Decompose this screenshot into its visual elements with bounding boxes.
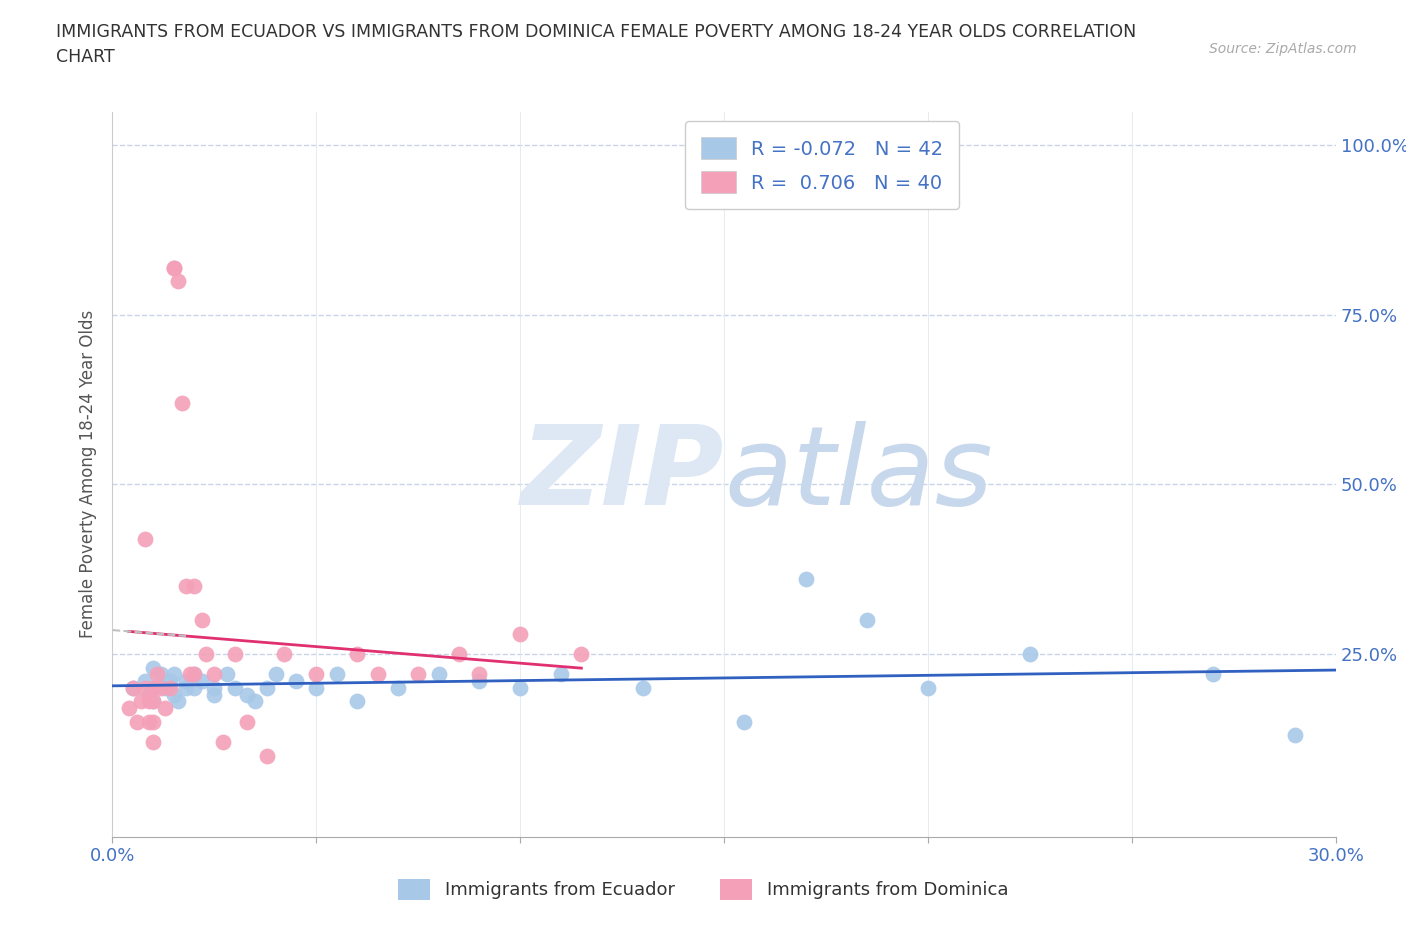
Point [273,646,295,661]
Point [166,273,188,288]
Point [468,673,491,688]
Point [142,660,165,675]
Text: IMMIGRANTS FROM ECUADOR VS IMMIGRANTS FROM DOMINICA FEMALE POVERTY AMONG 18-24 Y: IMMIGRANTS FROM ECUADOR VS IMMIGRANTS FR… [56,23,1136,66]
Point [468,667,491,682]
Point [122,681,145,696]
Point [170,395,193,410]
Point [734,714,756,729]
Point [204,687,226,702]
Point [326,667,349,682]
Text: Source: ZipAtlas.com: Source: ZipAtlas.com [1209,42,1357,56]
Point [155,681,177,696]
Point [447,646,470,661]
Point [1284,728,1306,743]
Point [163,260,186,275]
Point [174,673,197,688]
Point [794,572,817,587]
Point [142,735,165,750]
Point [138,687,160,702]
Point [174,681,197,696]
Point [215,667,238,682]
Point [163,667,186,682]
Point [163,260,186,275]
Point [138,694,160,709]
Point [142,681,165,696]
Point [191,673,214,688]
Point [195,646,218,661]
Point [179,667,201,682]
Point [855,613,877,628]
Point [142,694,165,709]
Point [142,714,165,729]
Legend: R = -0.072   N = 42, R =  0.706   N = 40: R = -0.072 N = 42, R = 0.706 N = 40 [685,121,959,209]
Point [183,578,205,593]
Point [150,667,173,682]
Point [264,667,287,682]
Legend: Immigrants from Ecuador, Immigrants from Dominica: Immigrants from Ecuador, Immigrants from… [391,871,1015,907]
Point [427,667,450,682]
Point [118,700,141,715]
Text: atlas: atlas [724,420,993,528]
Text: ZIP: ZIP [520,420,724,528]
Point [284,673,308,688]
Point [917,681,939,696]
Point [387,681,409,696]
Point [408,667,430,682]
Point [1018,646,1040,661]
Point [346,646,368,661]
Point [571,646,593,661]
Point [125,714,148,729]
Point [366,667,388,682]
Point [211,735,233,750]
Point [204,681,226,696]
Point [142,681,165,696]
Point [166,694,188,709]
Point [256,749,278,764]
Point [159,681,181,696]
Point [245,694,267,709]
Point [142,694,165,709]
Point [224,681,246,696]
Point [122,681,145,696]
Point [183,681,205,696]
Point [224,646,246,661]
Point [204,667,226,682]
Point [256,681,278,696]
Point [129,694,152,709]
Point [163,687,186,702]
Point [183,667,205,682]
Point [155,700,177,715]
Point [631,681,654,696]
Point [191,613,214,628]
Point [509,681,531,696]
Point [134,673,156,688]
Point [236,687,259,702]
Point [305,667,328,682]
Point [183,667,205,682]
Point [150,681,173,696]
Point [509,626,531,641]
Point [159,673,181,688]
Y-axis label: Female Poverty Among 18-24 Year Olds: Female Poverty Among 18-24 Year Olds [79,311,97,638]
Point [305,681,328,696]
Point [346,694,368,709]
Point [1202,667,1225,682]
Point [146,667,169,682]
Point [134,681,156,696]
Point [134,531,156,546]
Point [550,667,572,682]
Point [174,578,197,593]
Point [138,714,160,729]
Point [236,714,259,729]
